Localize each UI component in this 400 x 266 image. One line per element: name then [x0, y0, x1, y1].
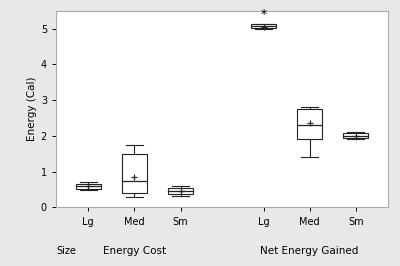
Y-axis label: Energy (Cal): Energy (Cal) — [26, 77, 36, 141]
Text: Net Energy Gained: Net Energy Gained — [260, 246, 359, 256]
Bar — [168, 188, 193, 194]
Text: Energy Cost: Energy Cost — [103, 246, 166, 256]
Bar — [76, 184, 101, 189]
Bar — [343, 133, 368, 138]
Bar — [251, 24, 276, 28]
Bar — [122, 154, 147, 193]
Text: *: * — [260, 8, 267, 21]
Text: Size: Size — [56, 246, 76, 256]
Bar — [297, 109, 322, 139]
